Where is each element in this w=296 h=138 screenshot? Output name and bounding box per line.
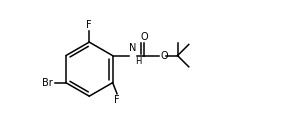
Text: O: O: [160, 51, 168, 61]
Text: Br: Br: [42, 78, 53, 88]
Text: F: F: [86, 20, 92, 30]
Text: F: F: [114, 95, 120, 105]
Text: N: N: [129, 43, 137, 53]
Text: O: O: [140, 32, 148, 42]
Text: H: H: [135, 57, 142, 66]
